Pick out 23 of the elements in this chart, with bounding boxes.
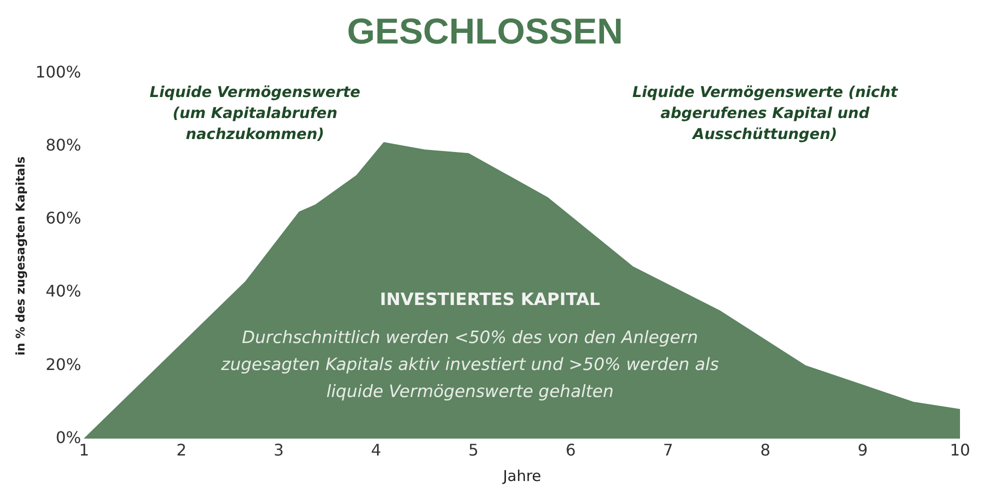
x-axis-title: Jahre [502,466,542,485]
y-tick-label: 40% [46,282,82,301]
x-tick-label: 10 [950,440,970,460]
y-tick-label: 80% [46,135,82,154]
x-tick-label: 7 [662,440,674,460]
y-tick-label: 20% [46,354,82,374]
x-tick-label: 8 [760,440,770,460]
x-tick-label: 6 [566,440,576,460]
x-tick-label: 1 [79,440,90,460]
chart-title: GESCHLOSSEN [346,10,624,52]
y-tick-label: 100% [35,62,82,82]
x-tick-label: 4 [371,440,382,460]
x-tick-label: 3 [274,440,284,460]
x-tick-label: 5 [468,440,479,460]
x-tick-label: 9 [858,440,868,460]
annotation: Liquide Vermögenswerte (um Kapitalabrufen nachzukommen) [148,82,362,145]
annotation: INVESTIERTES KAPITAL [378,290,602,310]
y-tick-label: 0% [56,428,82,447]
y-axis-title: in % des zugesagten Kapitals [13,156,28,356]
y-tick-label: 60% [46,208,82,228]
annotation: Durchschnittlich werden <50% des von den Anlegern zugesagten Kapitals aktiv investiert und >50% werden als liquide Vermögenswerte gehalten [220,327,720,404]
x-tick-label: 2 [176,440,187,460]
annotation: Liquide Vermögenswerte (nicht abgerufenes Kapital und Ausschüttungen) [631,82,899,145]
